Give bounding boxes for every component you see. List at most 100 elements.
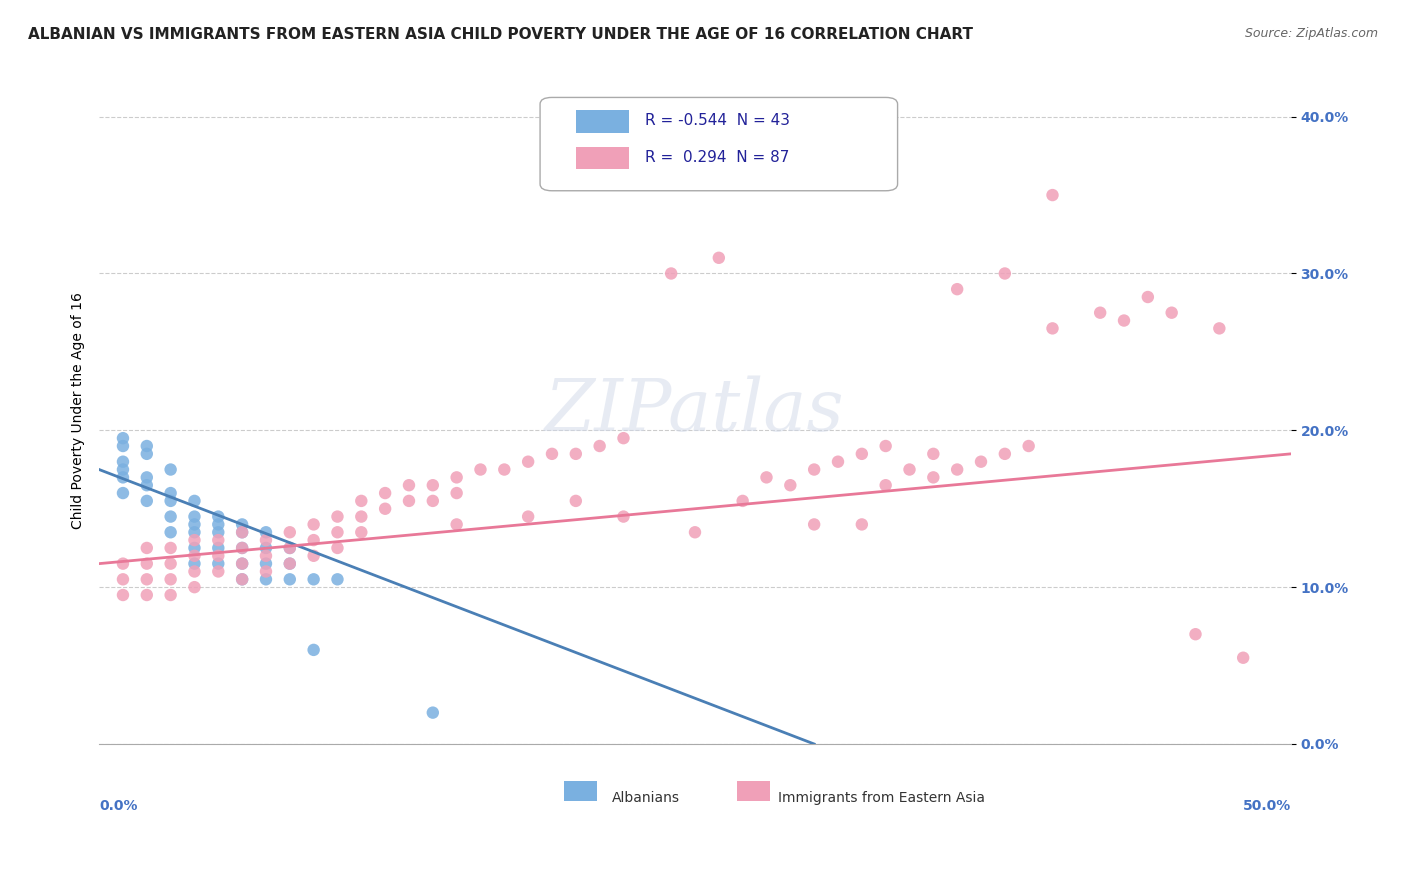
Point (446, 486, 468, 500)
Point (302, 643, 325, 657)
Point (922, 470, 945, 484)
Point (207, 517, 229, 532)
Point (494, 462, 516, 476)
Point (875, 478, 897, 492)
Point (827, 455, 849, 469)
Point (159, 509, 181, 524)
Point (183, 557, 205, 571)
Point (135, 494, 157, 508)
Point (1042, 188, 1064, 202)
Point (111, 588, 134, 602)
Point (111, 431, 134, 445)
FancyBboxPatch shape (737, 780, 770, 801)
Point (111, 486, 134, 500)
FancyBboxPatch shape (576, 110, 630, 133)
Point (135, 478, 157, 492)
Point (231, 525, 253, 540)
Point (231, 557, 253, 571)
Point (183, 517, 205, 532)
Point (326, 509, 349, 524)
Point (207, 533, 229, 548)
Point (541, 447, 564, 461)
Point (302, 517, 325, 532)
Point (326, 525, 349, 540)
Point (302, 572, 325, 586)
Point (302, 549, 325, 563)
Point (254, 549, 277, 563)
Point (254, 557, 277, 571)
Point (731, 494, 754, 508)
Point (135, 557, 157, 571)
Point (159, 557, 181, 571)
Point (135, 470, 157, 484)
Point (851, 447, 873, 461)
Point (207, 509, 229, 524)
Point (994, 447, 1017, 461)
Point (183, 509, 205, 524)
Point (135, 447, 157, 461)
Point (183, 580, 205, 594)
Point (374, 486, 396, 500)
Point (278, 525, 301, 540)
Point (683, 525, 706, 540)
Point (1184, 627, 1206, 641)
Point (231, 541, 253, 555)
Point (446, 470, 468, 484)
Point (159, 588, 181, 602)
Point (565, 494, 588, 508)
Point (183, 525, 205, 540)
Point (1042, 321, 1064, 335)
Point (183, 549, 205, 563)
Point (422, 494, 444, 508)
Point (207, 557, 229, 571)
Point (254, 572, 277, 586)
Point (517, 509, 540, 524)
Point (302, 533, 325, 548)
Point (135, 541, 157, 555)
Point (898, 462, 921, 476)
Point (350, 494, 373, 508)
Point (851, 517, 873, 532)
FancyBboxPatch shape (540, 97, 897, 191)
Point (278, 541, 301, 555)
Point (183, 494, 205, 508)
Point (470, 462, 492, 476)
Point (111, 557, 134, 571)
Point (254, 525, 277, 540)
Text: R =  0.294  N = 87: R = 0.294 N = 87 (645, 150, 789, 165)
Point (326, 541, 349, 555)
Point (111, 439, 134, 453)
Point (1088, 306, 1111, 320)
Point (1112, 313, 1135, 327)
Text: ZIPatlas: ZIPatlas (546, 376, 845, 446)
Point (422, 478, 444, 492)
Point (159, 525, 181, 540)
Point (994, 267, 1017, 281)
Point (707, 251, 730, 265)
Point (111, 470, 134, 484)
Point (398, 478, 420, 492)
Point (254, 565, 277, 579)
Point (1018, 439, 1040, 453)
Point (970, 455, 993, 469)
Text: 50.0%: 50.0% (1243, 799, 1291, 813)
Point (755, 470, 778, 484)
Point (207, 565, 229, 579)
Point (254, 533, 277, 548)
Point (875, 439, 897, 453)
FancyBboxPatch shape (564, 780, 598, 801)
Point (231, 572, 253, 586)
Point (278, 557, 301, 571)
Point (588, 439, 610, 453)
Point (350, 509, 373, 524)
Point (231, 541, 253, 555)
Point (159, 572, 181, 586)
Point (374, 501, 396, 516)
Point (517, 455, 540, 469)
Point (183, 541, 205, 555)
Text: ALBANIAN VS IMMIGRANTS FROM EASTERN ASIA CHILD POVERTY UNDER THE AGE OF 16 CORRE: ALBANIAN VS IMMIGRANTS FROM EASTERN ASIA… (28, 27, 973, 42)
Point (135, 439, 157, 453)
Point (111, 462, 134, 476)
Point (231, 517, 253, 532)
Point (398, 494, 420, 508)
